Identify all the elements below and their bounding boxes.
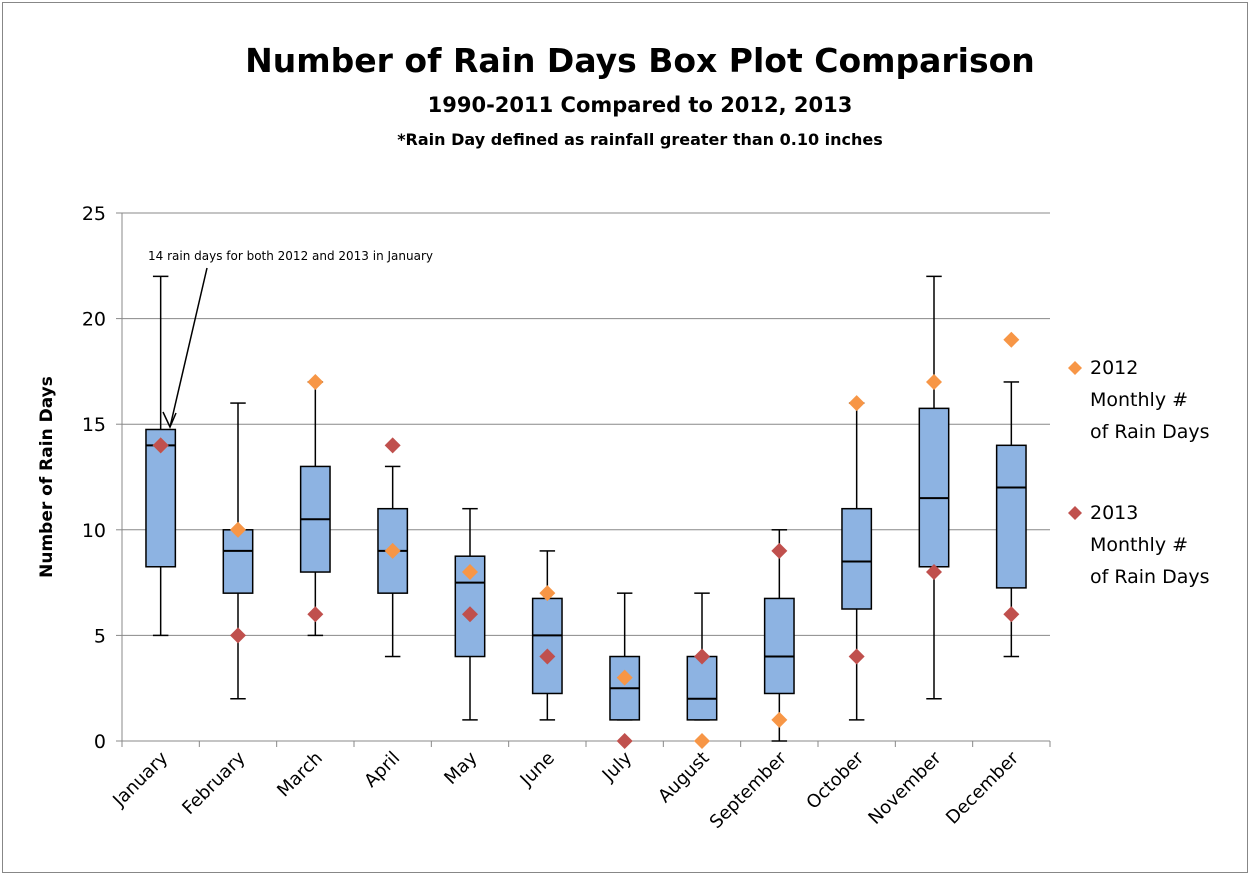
- chart-note: *Rain Day defined as rainfall greater th…: [397, 130, 883, 149]
- x-tick-label: April: [360, 748, 404, 792]
- x-tick-label: December: [942, 747, 1023, 828]
- x-tick-label: July: [598, 747, 637, 786]
- series-marker: [384, 542, 401, 559]
- series-marker: [539, 648, 556, 665]
- series-marker: [771, 711, 788, 728]
- box: [686, 655, 718, 721]
- x-tick-label: June: [516, 748, 559, 791]
- y-tick-label: 20: [82, 309, 106, 331]
- x-tick-label: September: [706, 747, 792, 833]
- series-marker: [462, 564, 478, 581]
- annotation: 14 rain days for both 2012 and 2013 in J…: [148, 249, 433, 263]
- series-marker: [230, 521, 246, 538]
- y-tick-label: 0: [94, 731, 106, 753]
- series-marker: [1003, 606, 1020, 623]
- y-tick-label: 10: [82, 520, 106, 542]
- series-marker: [152, 437, 169, 454]
- legend-label: 2013 Monthly # of Rain Days: [1090, 502, 1210, 588]
- chart-subtitle: 1990-2011 Compared to 2012, 2013: [428, 93, 853, 117]
- box: [918, 407, 950, 568]
- box: [841, 507, 873, 610]
- series-marker: [462, 606, 478, 623]
- x-tick-label: May: [440, 747, 481, 788]
- series-marker: [307, 373, 324, 390]
- series-marker: [771, 542, 788, 559]
- series-marker: [848, 648, 865, 665]
- legend-marker: [1068, 361, 1082, 375]
- series-marker: [384, 437, 401, 454]
- x-tick-label: October: [802, 747, 868, 813]
- x-tick-label: March: [273, 748, 327, 802]
- series-marker: [694, 648, 710, 665]
- box: [995, 444, 1027, 589]
- x-tick-label: February: [178, 747, 249, 818]
- x-tick-label: January: [108, 747, 172, 811]
- annotation-arrow: [162, 267, 208, 429]
- series-marker: [307, 606, 324, 623]
- box: [222, 529, 254, 594]
- y-axis-title: Number of Rain Days: [37, 376, 57, 578]
- y-tick-label: 5: [94, 625, 106, 647]
- y-tick-label: 15: [82, 414, 106, 436]
- x-tick-label: August: [654, 748, 713, 807]
- plot-area: 0 5 10 15 20 25 January February March April May Ju…: [82, 203, 1051, 833]
- series-marker: [926, 373, 942, 390]
- series-marker: [694, 733, 710, 749]
- box: [763, 597, 795, 695]
- series-marker: [848, 395, 865, 412]
- legend-label: 2012 Monthly # of Rain Days: [1090, 357, 1210, 443]
- series-marker: [539, 585, 556, 602]
- x-tick-label: November: [864, 747, 945, 828]
- series-marker: [616, 733, 633, 749]
- series-marker: [1003, 331, 1020, 348]
- series-marker: [616, 669, 633, 686]
- series-marker: [230, 627, 246, 644]
- legend-marker: [1068, 506, 1082, 520]
- chart-title: Number of Rain Days Box Plot Comparison: [245, 41, 1035, 80]
- y-tick-label: 25: [82, 203, 106, 225]
- box: [531, 597, 563, 695]
- series-marker: [926, 564, 942, 581]
